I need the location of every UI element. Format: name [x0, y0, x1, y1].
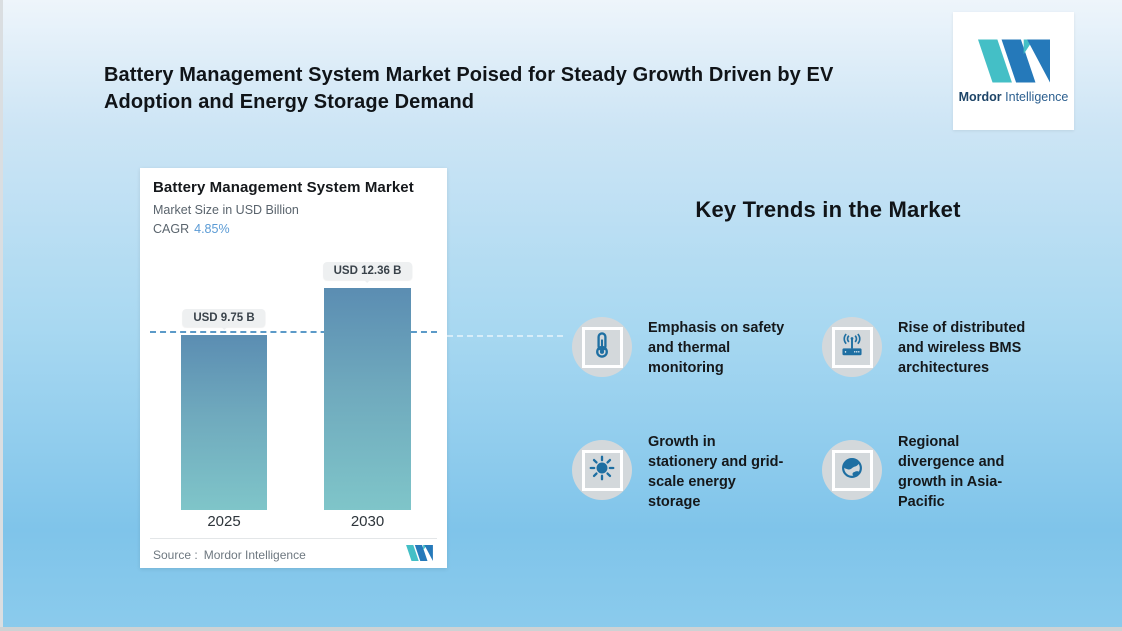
thermometer-icon	[587, 330, 617, 365]
icon-frame	[831, 449, 873, 491]
cagr-value: 4.85%	[194, 222, 230, 236]
bar-group-2025: USD 9.75 B	[181, 168, 267, 510]
reference-dashed-line	[150, 331, 437, 333]
trend-text-wireless-bms: Rise of distributed and wireless BMS arc…	[898, 320, 1026, 376]
x-axis-label-2025: 2025	[207, 513, 241, 530]
brand-logo-card: Mordor Intelligence	[953, 12, 1074, 130]
pill-notch	[218, 325, 229, 335]
icon-frame	[581, 326, 623, 368]
pill-notch	[362, 278, 373, 288]
bottom-edge	[0, 627, 1122, 631]
chart-title: Battery Management System Market	[153, 179, 414, 196]
reference-line-extension	[447, 335, 563, 337]
source-row: Source : Mordor Intelligence	[153, 544, 433, 566]
chart-card: Battery Management System Market Market …	[140, 168, 447, 568]
trend-text-asia-pacific: Regional divergence and growth in Asia- …	[898, 434, 1005, 510]
card-divider	[150, 538, 437, 539]
source-name: Mordor Intelligence	[203, 548, 306, 562]
icon-frame	[581, 449, 623, 491]
globe-icon	[837, 453, 867, 488]
left-edge	[0, 0, 3, 631]
value-label-2030: USD 12.36 B	[322, 262, 413, 283]
bar-group-2030: USD 12.36 B	[322, 168, 413, 510]
cagr-row: CAGR 4.85%	[153, 222, 230, 236]
trend-icon-circle	[822, 440, 882, 500]
cagr-label: CAGR	[153, 222, 190, 236]
bar-chart: USD 9.75 B USD 12.36 B	[140, 168, 447, 510]
chart-subtitle: Market Size in USD Billion	[153, 203, 299, 217]
mordor-mark-small-icon	[406, 544, 433, 566]
trends-heading: Key Trends in the Market	[695, 197, 961, 222]
sun-icon	[587, 453, 617, 488]
source-label: Source :	[153, 548, 198, 562]
value-label-2025: USD 9.75 B	[182, 309, 266, 330]
headline: Battery Management System Market Poised …	[104, 64, 834, 113]
x-axis-label-2030: 2030	[350, 513, 385, 530]
mordor-logo-icon	[977, 39, 1050, 83]
source-text: Source : Mordor Intelligence	[153, 548, 306, 562]
bar-2025	[181, 335, 267, 510]
trend-text-safety-thermal: Emphasis on safety and thermal monitorin…	[648, 320, 785, 376]
trend-icon-circle	[572, 317, 632, 377]
trend-icon-circle	[822, 317, 882, 377]
trend-text-grid-storage: Growth in stationery and grid- scale ene…	[648, 434, 784, 510]
wireless-router-icon	[837, 330, 867, 365]
trend-icon-circle	[572, 440, 632, 500]
bar-2030	[324, 288, 411, 510]
icon-frame	[831, 326, 873, 368]
x-axis: 2025 2030	[140, 513, 447, 535]
brand-name: Mordor Intelligence	[958, 89, 1069, 104]
